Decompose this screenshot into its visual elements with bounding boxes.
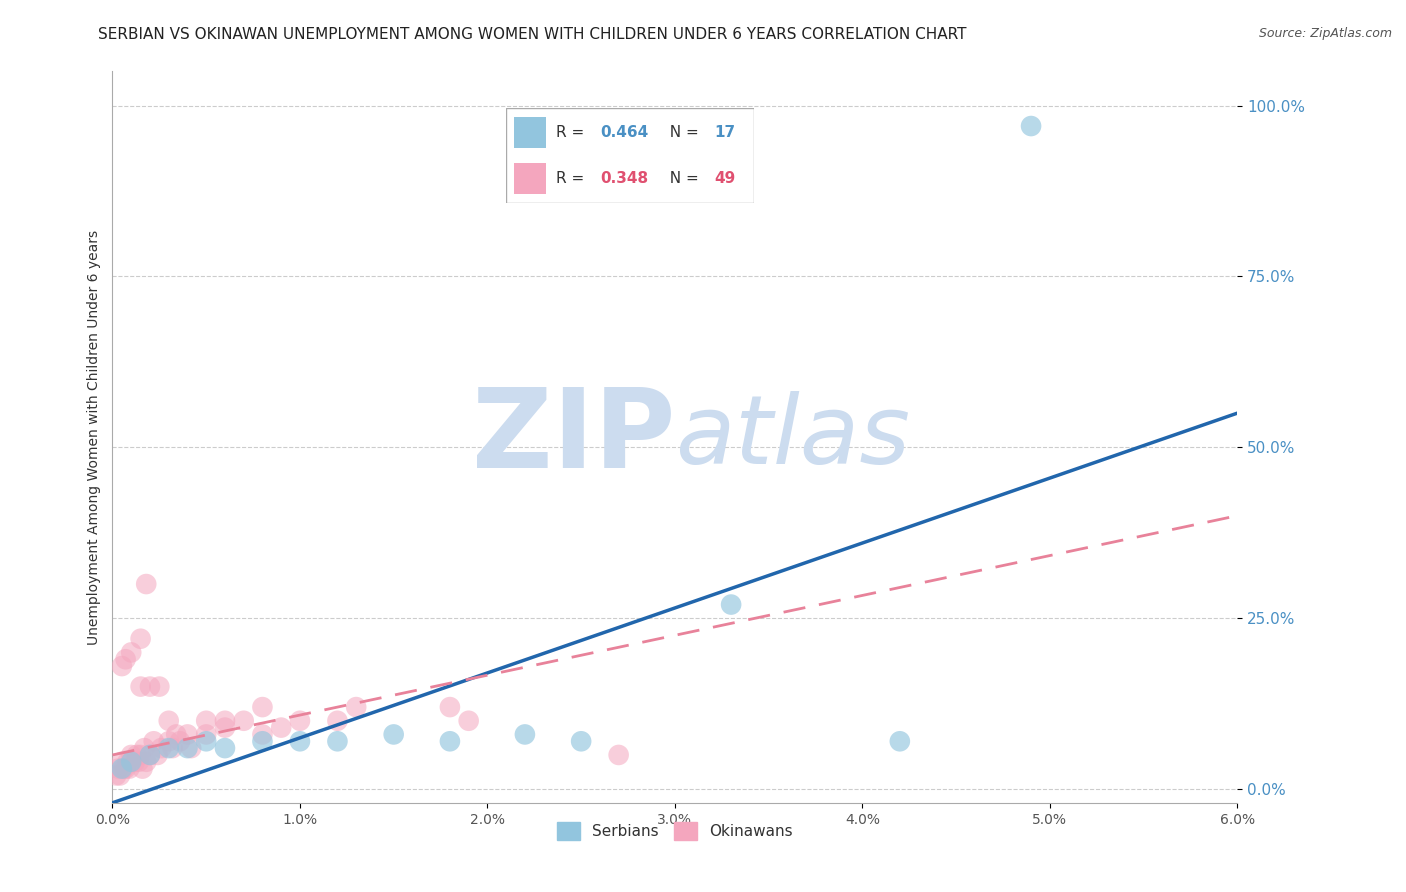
Point bbox=[326, 734, 349, 748]
Point bbox=[114, 652, 136, 666]
Point bbox=[214, 721, 236, 735]
Point bbox=[195, 714, 218, 728]
Point bbox=[124, 755, 146, 769]
Point bbox=[139, 747, 162, 762]
Point bbox=[105, 768, 128, 782]
Point bbox=[131, 762, 153, 776]
Point bbox=[157, 734, 180, 748]
Point bbox=[150, 741, 173, 756]
Point bbox=[214, 741, 236, 756]
Text: Source: ZipAtlas.com: Source: ZipAtlas.com bbox=[1258, 27, 1392, 40]
Point bbox=[157, 741, 180, 756]
Point bbox=[135, 577, 157, 591]
Point bbox=[214, 714, 236, 728]
Point bbox=[165, 727, 187, 741]
Point bbox=[125, 747, 148, 762]
Point bbox=[146, 747, 169, 762]
Point bbox=[135, 755, 157, 769]
Point bbox=[344, 700, 367, 714]
Point bbox=[129, 632, 152, 646]
Point bbox=[169, 734, 191, 748]
Point bbox=[134, 741, 156, 756]
Point bbox=[108, 768, 131, 782]
Point bbox=[129, 747, 152, 762]
Point bbox=[112, 762, 135, 776]
Point bbox=[107, 762, 129, 776]
Point bbox=[252, 734, 274, 748]
Point bbox=[232, 714, 254, 728]
Y-axis label: Unemployment Among Women with Children Under 6 years: Unemployment Among Women with Children U… bbox=[87, 229, 101, 645]
Legend: Serbians, Okinawans: Serbians, Okinawans bbox=[551, 815, 799, 847]
Point bbox=[288, 714, 311, 728]
Point bbox=[139, 747, 162, 762]
Text: atlas: atlas bbox=[675, 391, 910, 483]
Point bbox=[720, 598, 742, 612]
Point bbox=[288, 734, 311, 748]
Point bbox=[439, 700, 461, 714]
Point bbox=[382, 727, 405, 741]
Text: SERBIAN VS OKINAWAN UNEMPLOYMENT AMONG WOMEN WITH CHILDREN UNDER 6 YEARS CORRELA: SERBIAN VS OKINAWAN UNEMPLOYMENT AMONG W… bbox=[98, 27, 967, 42]
Point bbox=[180, 741, 202, 756]
Point bbox=[270, 721, 292, 735]
Point bbox=[162, 741, 184, 756]
Text: ZIP: ZIP bbox=[471, 384, 675, 491]
Point bbox=[129, 680, 152, 694]
Point bbox=[457, 714, 479, 728]
Point bbox=[326, 714, 349, 728]
Point bbox=[607, 747, 630, 762]
Point bbox=[118, 762, 141, 776]
Point bbox=[120, 645, 142, 659]
Point bbox=[148, 680, 170, 694]
Point bbox=[139, 680, 162, 694]
Point bbox=[513, 727, 536, 741]
Point bbox=[111, 762, 134, 776]
Point bbox=[252, 727, 274, 741]
Point bbox=[114, 762, 136, 776]
Point bbox=[117, 755, 139, 769]
Point bbox=[120, 755, 142, 769]
Point bbox=[195, 727, 218, 741]
Point bbox=[1019, 119, 1042, 133]
Point bbox=[195, 734, 218, 748]
Point bbox=[120, 747, 142, 762]
Point bbox=[889, 734, 911, 748]
Point bbox=[111, 755, 134, 769]
Point bbox=[157, 714, 180, 728]
Point bbox=[569, 734, 592, 748]
Point bbox=[252, 700, 274, 714]
Point bbox=[111, 659, 134, 673]
Point bbox=[176, 727, 198, 741]
Point bbox=[439, 734, 461, 748]
Point bbox=[142, 734, 165, 748]
Point bbox=[128, 755, 150, 769]
Point bbox=[176, 741, 198, 756]
